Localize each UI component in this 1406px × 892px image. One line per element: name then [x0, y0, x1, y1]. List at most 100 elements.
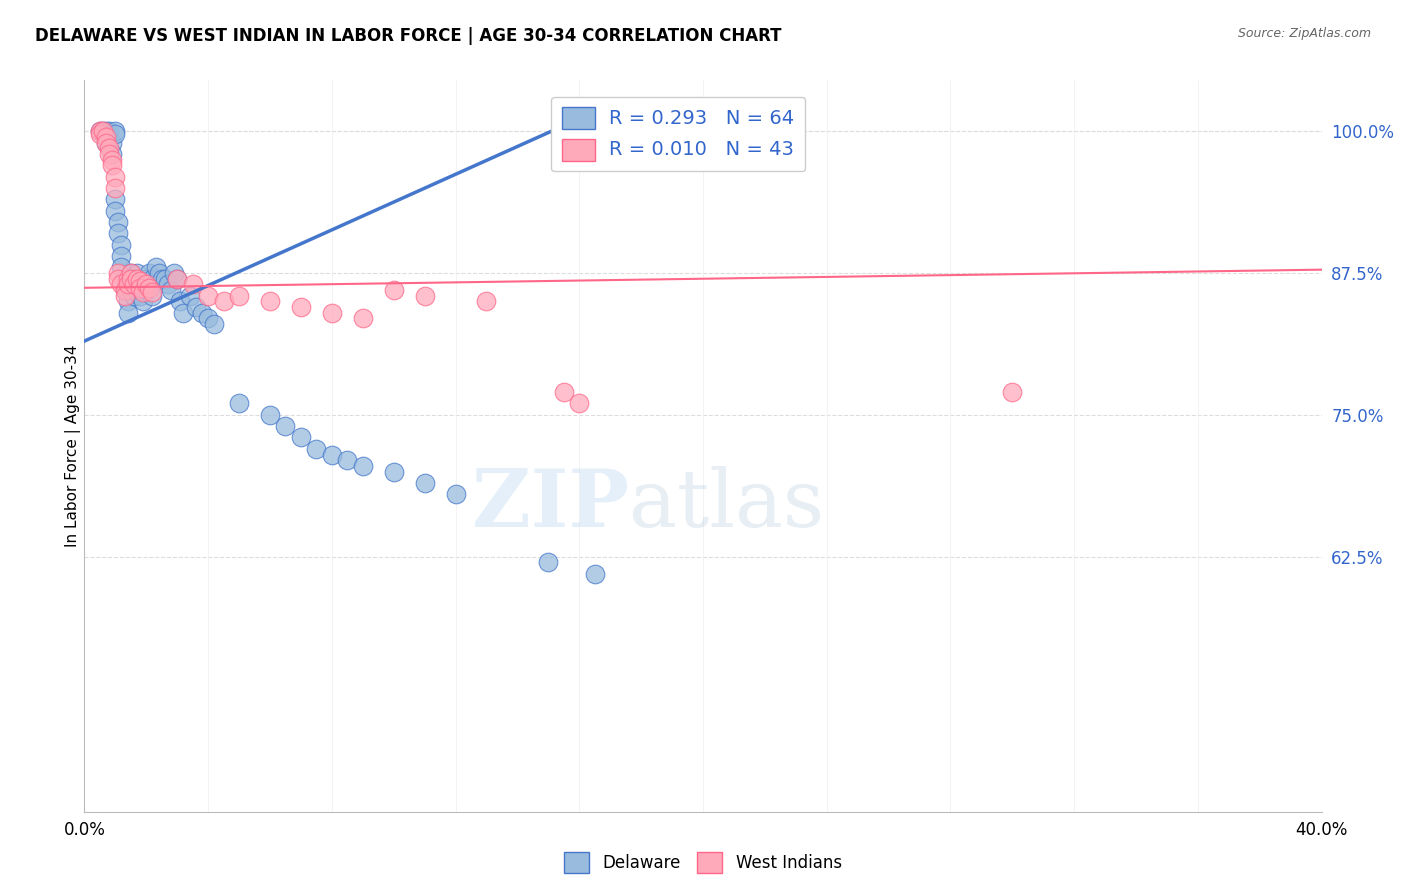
Point: [89, 124, 111, 138]
Point: [413, 289, 436, 303]
Point: [138, 277, 160, 292]
Point: [163, 266, 186, 280]
Point: [98, 130, 121, 145]
Point: [107, 271, 129, 285]
Point: [98, 141, 121, 155]
Point: [122, 277, 145, 292]
Point: [104, 124, 127, 138]
Point: [132, 294, 155, 309]
Point: [114, 289, 136, 303]
Point: [191, 306, 214, 320]
Point: [104, 203, 127, 218]
Point: [382, 465, 405, 479]
Point: [138, 281, 160, 295]
Point: [122, 289, 145, 303]
Point: [274, 419, 297, 434]
Point: [125, 266, 148, 280]
Point: [138, 266, 160, 280]
Point: [181, 277, 204, 292]
Point: [117, 271, 139, 285]
Point: [145, 260, 167, 275]
Point: [114, 283, 136, 297]
Point: [101, 158, 124, 172]
Point: [120, 266, 142, 280]
Point: [336, 453, 359, 467]
Text: DELAWARE VS WEST INDIAN IN LABOR FORCE | AGE 30-34 CORRELATION CHART: DELAWARE VS WEST INDIAN IN LABOR FORCE |…: [35, 27, 782, 45]
Text: atlas: atlas: [628, 466, 824, 543]
Point: [94, 136, 117, 150]
Point: [101, 136, 124, 150]
Point: [156, 277, 179, 292]
Point: [141, 289, 163, 303]
Point: [1001, 385, 1024, 400]
Point: [120, 271, 142, 285]
Point: [537, 555, 560, 569]
Point: [129, 274, 152, 288]
Point: [321, 448, 343, 462]
Point: [141, 271, 163, 285]
Point: [197, 311, 219, 326]
Point: [110, 249, 132, 263]
Point: [197, 289, 219, 303]
Legend: R = 0.293   N = 64, R = 0.010   N = 43: R = 0.293 N = 64, R = 0.010 N = 43: [551, 96, 806, 171]
Point: [132, 285, 155, 300]
Point: [135, 283, 157, 297]
Point: [352, 311, 374, 326]
Point: [91, 124, 114, 138]
Point: [259, 408, 281, 422]
Point: [114, 271, 136, 285]
Point: [125, 271, 148, 285]
Point: [129, 283, 152, 297]
Point: [568, 396, 591, 410]
Point: [94, 130, 117, 145]
Point: [94, 124, 117, 138]
Point: [153, 271, 176, 285]
Point: [305, 442, 328, 456]
Point: [117, 277, 139, 292]
Point: [101, 147, 124, 161]
Point: [107, 227, 129, 241]
Point: [120, 266, 142, 280]
Point: [110, 277, 132, 292]
Point: [583, 566, 606, 581]
Point: [89, 124, 111, 138]
Point: [172, 306, 194, 320]
Point: [202, 317, 225, 331]
Point: [89, 127, 111, 141]
Point: [321, 306, 343, 320]
Point: [228, 289, 250, 303]
Point: [150, 271, 173, 285]
Point: [104, 181, 127, 195]
Point: [352, 458, 374, 473]
Text: Source: ZipAtlas.com: Source: ZipAtlas.com: [1237, 27, 1371, 40]
Point: [290, 300, 312, 314]
Point: [91, 124, 114, 138]
Point: [135, 271, 157, 285]
Point: [107, 215, 129, 229]
Point: [141, 285, 163, 300]
Y-axis label: In Labor Force | Age 30-34: In Labor Force | Age 30-34: [65, 344, 82, 548]
Point: [107, 266, 129, 280]
Point: [259, 294, 281, 309]
Point: [101, 153, 124, 167]
Point: [120, 283, 142, 297]
Point: [135, 277, 157, 292]
Point: [98, 147, 121, 161]
Point: [94, 136, 117, 150]
Legend: Delaware, West Indians: Delaware, West Indians: [557, 846, 849, 880]
Point: [228, 396, 250, 410]
Text: ZIP: ZIP: [472, 466, 628, 543]
Point: [104, 127, 127, 141]
Point: [129, 289, 152, 303]
Point: [110, 237, 132, 252]
Point: [114, 283, 136, 297]
Point: [475, 294, 498, 309]
Point: [184, 300, 207, 314]
Point: [166, 271, 188, 285]
Point: [212, 294, 235, 309]
Point: [553, 385, 575, 400]
Point: [413, 475, 436, 490]
Point: [129, 281, 152, 295]
Point: [148, 266, 170, 280]
Point: [179, 289, 201, 303]
